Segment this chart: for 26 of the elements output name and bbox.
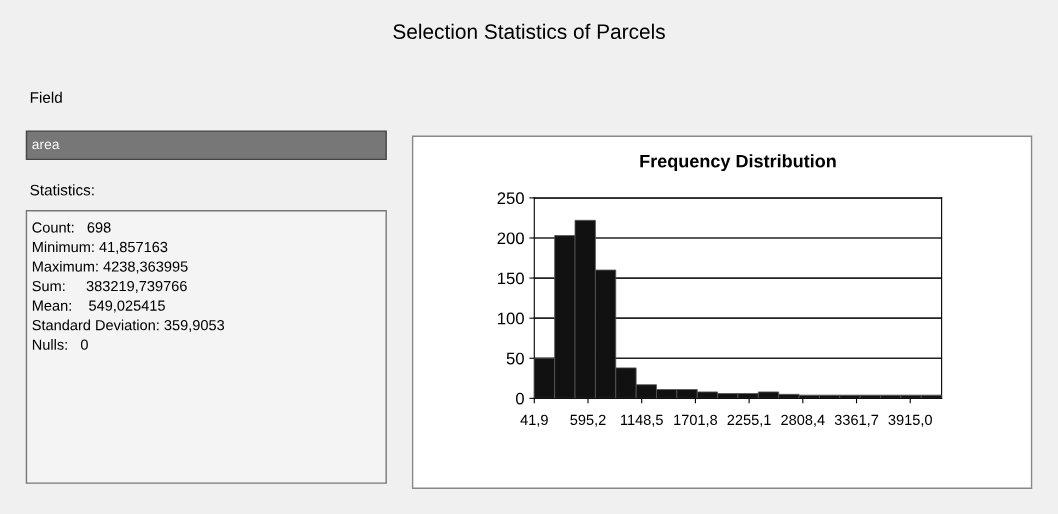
- text: Standard Deviation: 359,9053: [32, 319, 225, 333]
- text: area: [32, 141, 60, 150]
- text: Minimum: 41,857163: [32, 241, 168, 254]
- x-tick-label: 595,2: [570, 414, 606, 427]
- text: Field: [30, 91, 62, 103]
- text: Count: 698: [32, 222, 111, 233]
- x-tick-label: 41,9: [520, 414, 548, 427]
- y-tick-label: 200: [497, 232, 524, 245]
- text: Statistics:: [30, 184, 94, 196]
- y-tick-label: 0: [515, 392, 524, 405]
- y-tick-label: 250: [497, 192, 524, 205]
- y-tick-label: 150: [498, 272, 524, 285]
- chart-title: Frequency Distribution: [640, 154, 836, 172]
- x-tick-label: 3361,7: [834, 414, 879, 427]
- x-tick-label: 1701,8: [674, 414, 718, 427]
- text: Maximum: 4238,363995: [32, 261, 188, 274]
- text: Sum: 383219,739766: [32, 280, 187, 293]
- y-tick-label: 50: [506, 352, 524, 365]
- x-tick-label: 1148,5: [621, 414, 663, 427]
- text: Mean: 549,025415: [32, 300, 165, 313]
- x-tick-label: 2255,1: [727, 414, 771, 427]
- text: Selection Statistics of Parcels: [393, 23, 665, 39]
- y-tick-label: 100: [498, 312, 524, 325]
- x-tick-label: 3915,0: [888, 414, 932, 427]
- text: Nulls: 0: [32, 339, 88, 350]
- x-tick-label: 2808,4: [781, 414, 825, 427]
